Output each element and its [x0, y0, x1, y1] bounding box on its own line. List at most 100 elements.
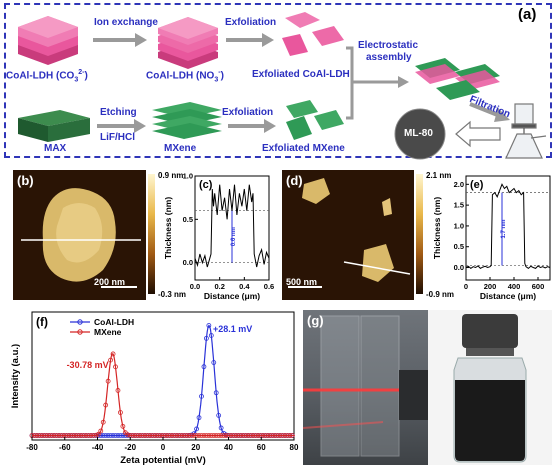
series-marker: [71, 433, 77, 438]
series-marker: [41, 433, 47, 438]
series-marker: [56, 433, 62, 438]
series-marker: [110, 351, 116, 357]
series-marker: [81, 433, 86, 438]
series-marker: [159, 433, 165, 438]
x-tick-label: 200: [484, 282, 497, 291]
series-marker: [98, 428, 104, 434]
series-marker: [262, 433, 268, 438]
y-tick-label: 0.0: [454, 263, 464, 272]
label-max: MAX: [44, 143, 67, 154]
scalebar-d: 500 nm: [286, 277, 318, 287]
exfoliated-ldh-sheets: [282, 12, 344, 56]
series-marker: [108, 357, 113, 363]
label-mxene: MXene: [164, 143, 197, 154]
series-marker: [34, 433, 40, 438]
panel-label: (c): [199, 179, 213, 191]
colorbar-b: [148, 174, 155, 294]
series-marker: [98, 433, 104, 438]
series-marker: [49, 433, 55, 438]
panel-label: (f): [36, 315, 48, 329]
series-marker: [51, 433, 57, 438]
series-marker: [206, 323, 212, 328]
arrow-to-product: [455, 120, 501, 148]
series-marker: [272, 433, 278, 438]
series-marker: [103, 402, 109, 408]
series-marker: [120, 433, 126, 438]
series-marker: [83, 433, 89, 438]
series-marker: [108, 433, 113, 438]
series-marker: [145, 433, 150, 438]
series-marker: [149, 433, 155, 438]
series-marker: [59, 433, 64, 438]
series-marker: [258, 433, 263, 438]
x-tick-label: 0: [464, 282, 468, 291]
x-tick-label: 600: [532, 282, 545, 291]
profile-line: [194, 184, 270, 268]
y-axis-label: Thickness (nm): [163, 197, 173, 260]
series-marker: [213, 433, 219, 438]
series-marker: [93, 432, 99, 438]
y-axis-label: Intensity (a.u.): [10, 344, 21, 408]
series-marker: [167, 433, 172, 438]
y-tick-label: 1.0: [454, 221, 464, 230]
peak-label-ldh: +28.1 mV: [213, 324, 252, 334]
x-tick-label: 0: [161, 443, 166, 452]
series-marker: [120, 423, 126, 429]
series-marker: [162, 433, 168, 438]
series-marker: [137, 433, 143, 438]
label-exfoliation-bottom: Exfoliation: [222, 107, 274, 118]
composite-sheets: [415, 58, 500, 100]
legend-marker: [77, 319, 83, 325]
x-tick-label: 0.6: [264, 282, 274, 291]
series-marker: [218, 433, 224, 438]
series-marker: [115, 433, 121, 438]
cbar-b-top: 0.9 nm: [158, 171, 184, 180]
series-marker: [282, 433, 288, 438]
series-marker: [201, 433, 207, 438]
series-marker: [280, 433, 285, 438]
x-tick-label: 40: [224, 443, 233, 452]
series-marker: [100, 419, 106, 425]
series-marker: [164, 433, 170, 438]
series-marker: [208, 333, 214, 338]
ldh-co3-stack: [18, 16, 78, 65]
series-marker: [73, 433, 79, 438]
series-marker: [211, 433, 217, 438]
series-marker: [39, 433, 45, 438]
x-tick-label: -60: [59, 443, 71, 452]
y-tick-label: 0.0: [183, 258, 193, 267]
series-marker: [221, 433, 226, 438]
series-marker: [213, 390, 219, 396]
series-marker: [191, 433, 197, 438]
x-tick-label: 0.2: [214, 282, 224, 291]
afm-image-d: [282, 170, 414, 300]
scalebar-b: 200 nm: [94, 277, 126, 287]
x-tick-label: 400: [508, 282, 521, 291]
series-marker: [174, 433, 180, 438]
x-axis-label: Distance (μm): [204, 291, 260, 301]
series-marker: [233, 433, 239, 438]
series-marker: [68, 433, 74, 438]
x-axis-label: Zeta potential (mV): [120, 455, 206, 466]
series-marker: [147, 433, 153, 438]
photo-tyndall: [303, 310, 428, 465]
label-ldh-co3: CoAl-LDH (CO32-): [6, 69, 88, 84]
series-marker: [194, 433, 199, 438]
x-tick-label: 0.0: [190, 282, 200, 291]
series-marker: [231, 433, 236, 438]
ml80-disk: [394, 108, 446, 160]
series-marker: [267, 433, 273, 438]
assembly-bracket: [346, 46, 398, 120]
series-marker: [66, 433, 72, 438]
series-marker: [285, 433, 290, 438]
series-marker: [152, 433, 158, 438]
panel-g-label: (g): [307, 313, 324, 328]
arrow-etching: [97, 119, 146, 133]
series-marker: [277, 433, 283, 438]
x-tick-label: 20: [191, 443, 200, 452]
label-exfoliation-top: Exfoliation: [225, 17, 277, 28]
arrow-ion-exchange: [93, 33, 147, 47]
x-axis-label: Distance (μm): [480, 291, 536, 301]
series-marker: [228, 433, 234, 438]
label-exfoliated-mxene: Exfoliated MXene: [262, 143, 345, 154]
